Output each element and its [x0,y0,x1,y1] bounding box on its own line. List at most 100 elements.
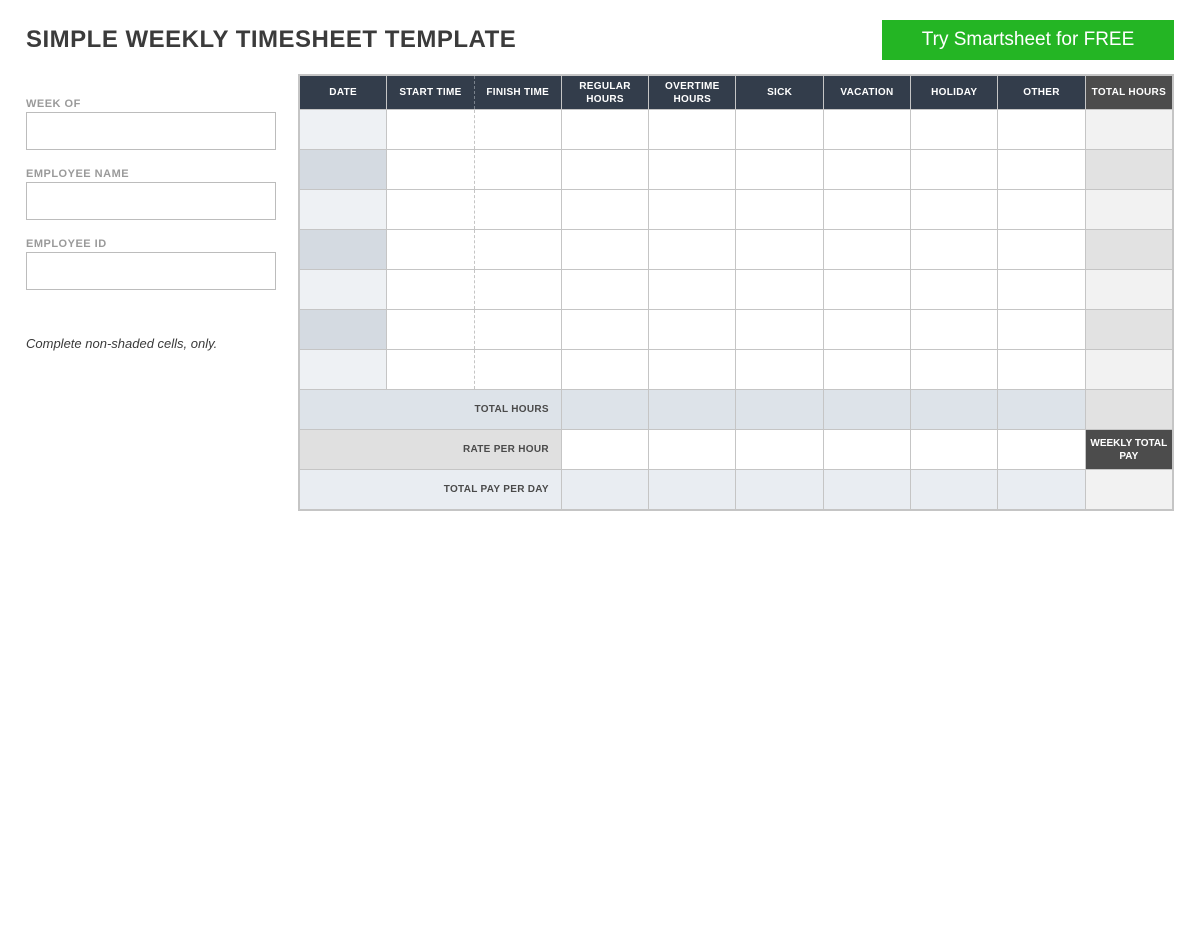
date-cell [300,230,387,270]
other-cell[interactable] [998,150,1085,190]
header-date: DATE [300,76,387,110]
header-vacation: VACATION [823,76,910,110]
finish-time-cell[interactable] [474,190,561,230]
vacation-cell[interactable] [823,350,910,390]
header-other: OTHER [998,76,1085,110]
sick-cell[interactable] [736,110,823,150]
holiday-cell[interactable] [911,190,998,230]
holiday-cell[interactable] [911,150,998,190]
sick-cell[interactable] [736,350,823,390]
other-cell[interactable] [998,270,1085,310]
rate-per-hour-label: RATE PER HOUR [300,430,562,470]
finish-time-cell[interactable] [474,270,561,310]
rate-other[interactable] [998,430,1085,470]
table-row [300,110,1173,150]
start-time-cell[interactable] [387,270,474,310]
regular-hours-cell[interactable] [561,150,648,190]
employee-id-input[interactable] [26,252,276,290]
date-cell [300,190,387,230]
sick-cell[interactable] [736,270,823,310]
table-row [300,230,1173,270]
start-time-cell[interactable] [387,110,474,150]
overtime-hours-cell[interactable] [649,310,736,350]
pay-regular [561,470,648,510]
rate-overtime[interactable] [649,430,736,470]
vacation-cell[interactable] [823,310,910,350]
overtime-hours-cell[interactable] [649,150,736,190]
holiday-cell[interactable] [911,350,998,390]
rate-regular[interactable] [561,430,648,470]
regular-hours-cell[interactable] [561,110,648,150]
overtime-hours-cell[interactable] [649,110,736,150]
employee-name-label: EMPLOYEE NAME [26,168,276,180]
regular-hours-cell[interactable] [561,310,648,350]
start-time-cell[interactable] [387,310,474,350]
pay-vacation [823,470,910,510]
overtime-hours-cell[interactable] [649,190,736,230]
instruction-note: Complete non-shaded cells, only. [26,336,276,351]
vacation-cell[interactable] [823,110,910,150]
holiday-cell[interactable] [911,310,998,350]
rate-sick[interactable] [736,430,823,470]
table-row [300,350,1173,390]
total-regular [561,390,648,430]
header-sick: SICK [736,76,823,110]
sick-cell[interactable] [736,190,823,230]
other-cell[interactable] [998,190,1085,230]
finish-time-cell[interactable] [474,150,561,190]
start-time-cell[interactable] [387,190,474,230]
finish-time-cell[interactable] [474,350,561,390]
other-cell[interactable] [998,230,1085,270]
total-holiday [911,390,998,430]
start-time-cell[interactable] [387,230,474,270]
header-finish-time: FINISH TIME [474,76,561,110]
vacation-cell[interactable] [823,230,910,270]
sick-cell[interactable] [736,230,823,270]
table-header-row: DATE START TIME FINISH TIME REGULAR HOUR… [300,76,1173,110]
sick-cell[interactable] [736,150,823,190]
holiday-cell[interactable] [911,110,998,150]
regular-hours-cell[interactable] [561,270,648,310]
table-row [300,190,1173,230]
date-cell [300,310,387,350]
date-cell [300,350,387,390]
finish-time-cell[interactable] [474,310,561,350]
holiday-cell[interactable] [911,270,998,310]
date-cell [300,270,387,310]
other-cell[interactable] [998,110,1085,150]
overtime-hours-cell[interactable] [649,350,736,390]
header-regular-hours: REGULAR HOURS [561,76,648,110]
try-smartsheet-button[interactable]: Try Smartsheet for FREE [882,20,1174,60]
vacation-cell[interactable] [823,190,910,230]
row-total-cell [1085,270,1172,310]
row-total-cell [1085,350,1172,390]
employee-name-input[interactable] [26,182,276,220]
vacation-cell[interactable] [823,150,910,190]
start-time-cell[interactable] [387,150,474,190]
total-hours-label: TOTAL HOURS [300,390,562,430]
rate-vacation[interactable] [823,430,910,470]
holiday-cell[interactable] [911,230,998,270]
sick-cell[interactable] [736,310,823,350]
vacation-cell[interactable] [823,270,910,310]
row-total-cell [1085,150,1172,190]
rate-holiday[interactable] [911,430,998,470]
row-total-cell [1085,110,1172,150]
total-vacation [823,390,910,430]
regular-hours-cell[interactable] [561,230,648,270]
total-other [998,390,1085,430]
overtime-hours-cell[interactable] [649,270,736,310]
other-cell[interactable] [998,350,1085,390]
week-of-input[interactable] [26,112,276,150]
total-sick [736,390,823,430]
finish-time-cell[interactable] [474,230,561,270]
other-cell[interactable] [998,310,1085,350]
regular-hours-cell[interactable] [561,350,648,390]
total-overtime [649,390,736,430]
finish-time-cell[interactable] [474,110,561,150]
table-row [300,150,1173,190]
pay-overtime [649,470,736,510]
overtime-hours-cell[interactable] [649,230,736,270]
regular-hours-cell[interactable] [561,190,648,230]
start-time-cell[interactable] [387,350,474,390]
